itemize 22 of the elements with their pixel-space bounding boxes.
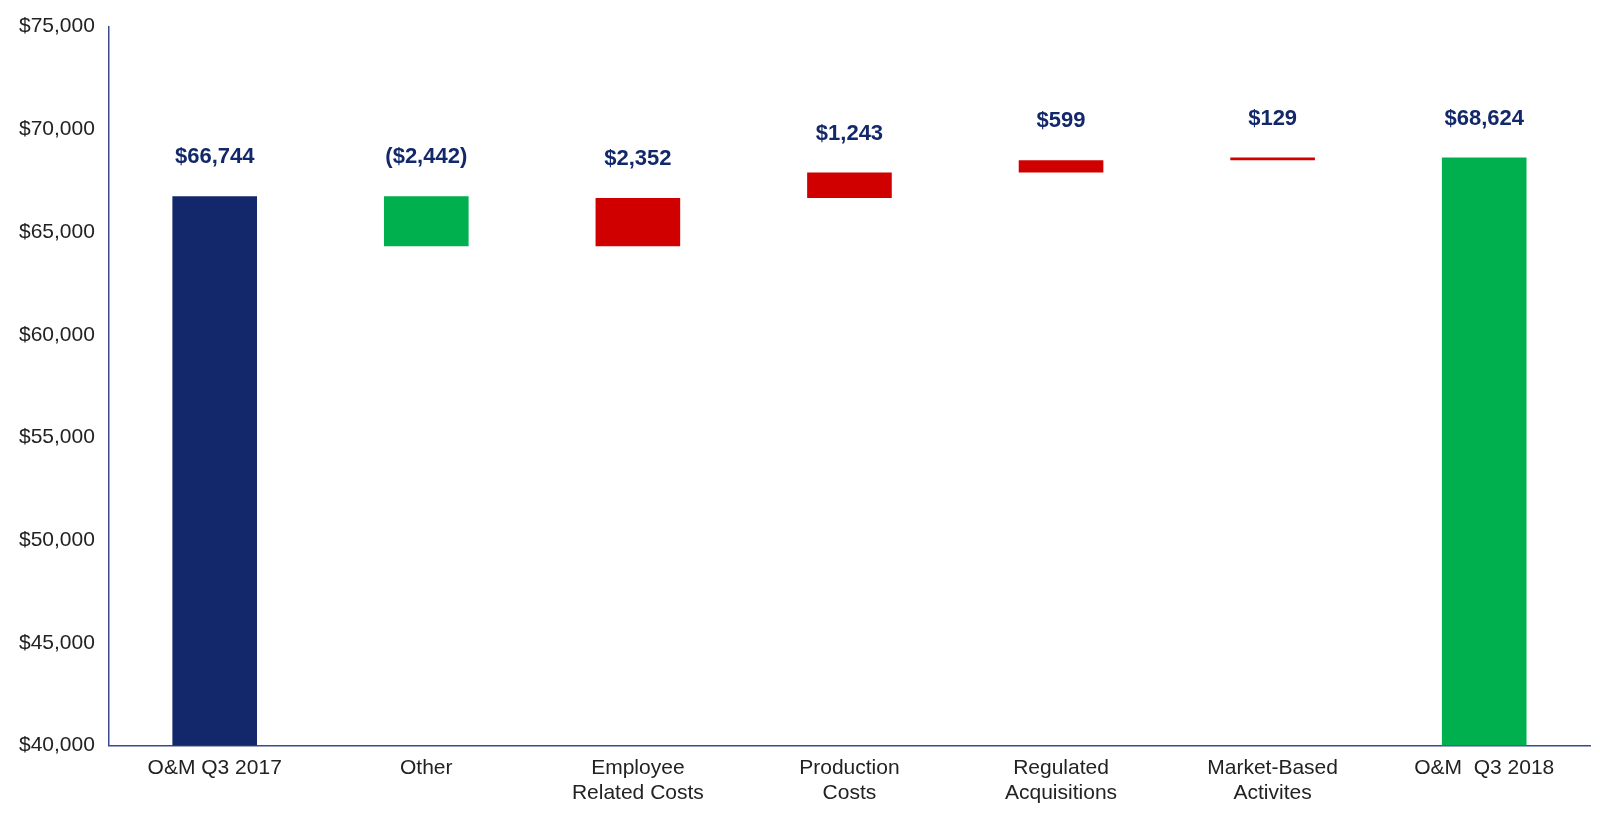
y-tick-label: $60,000 — [18, 321, 95, 345]
data-label: $599 — [1036, 107, 1086, 133]
x-tick-label: Market-Based Activites — [1207, 755, 1338, 804]
data-label: $2,352 — [604, 145, 672, 171]
data-label: $129 — [1248, 104, 1298, 130]
y-tick-label: $45,000 — [18, 629, 95, 653]
data-label: ($2,442) — [385, 143, 468, 169]
y-tick-label: $75,000 — [18, 13, 95, 37]
y-tick-label: $65,000 — [18, 218, 95, 242]
y-tick-label: $50,000 — [18, 526, 95, 550]
x-tick-label: Production Costs — [799, 755, 900, 804]
y-tick-label: $55,000 — [18, 424, 95, 448]
x-tick-label: Other — [400, 755, 453, 778]
x-tick-label: Employee Related Costs — [571, 755, 704, 804]
x-tick-label: O&M Q3 2018 — [1414, 755, 1555, 778]
y-tick-label: $70,000 — [18, 116, 95, 140]
y-tick-label: $40,000 — [18, 732, 95, 756]
data-label: $66,744 — [174, 143, 256, 169]
x-tick-label: O&M Q3 2017 — [147, 755, 282, 778]
x-tick-label: Regulated Acquisitions — [1005, 755, 1118, 804]
data-label: $1,243 — [815, 119, 884, 145]
data-label: $68,624 — [1444, 104, 1525, 130]
